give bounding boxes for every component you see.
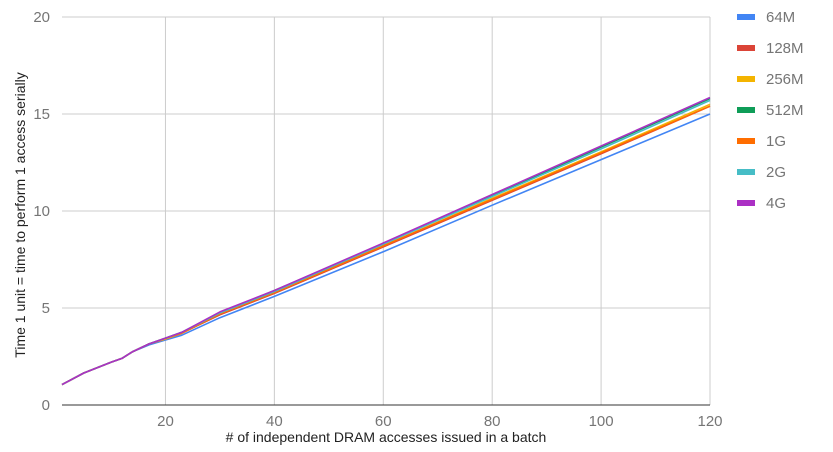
legend-swatch-256M: [737, 76, 755, 82]
legend-swatch-4G: [737, 200, 755, 206]
legend-label: 512M: [766, 102, 804, 119]
legend-label: 1G: [766, 133, 786, 150]
y-tick-label: 0: [42, 397, 50, 414]
y-tick-label: 5: [42, 300, 50, 317]
x-tick-label: 80: [484, 413, 501, 430]
legend-swatch-512M: [737, 107, 755, 113]
x-tick-label: 20: [157, 413, 174, 430]
legend-swatch-2G: [737, 169, 755, 175]
series-line-4G: [61, 96, 711, 386]
y-axis-title: Time 1 unit = time to perform 1 access s…: [12, 72, 28, 357]
x-tick-label: 120: [697, 413, 722, 430]
y-tick-label: 15: [33, 106, 50, 123]
series-line-1G: [61, 105, 711, 386]
legend-swatch-1G: [737, 138, 755, 144]
y-tick-labels: 0 5 10 15 20: [33, 9, 50, 414]
legend-swatch-64M: [737, 14, 755, 20]
legend-label: 128M: [766, 40, 804, 57]
x-tick-label: 100: [589, 413, 614, 430]
y-tick-label: 10: [33, 203, 50, 220]
legend-label: 256M: [766, 71, 804, 88]
legend: 64M 128M 256M 512M 1G 2G 4G: [737, 9, 804, 212]
legend-label: 64M: [766, 9, 795, 26]
x-tick-label: 40: [266, 413, 283, 430]
legend-swatch-128M: [737, 45, 755, 51]
gridlines: [62, 16, 711, 405]
y-tick-label: 20: [33, 9, 50, 26]
x-tick-labels: 20 40 60 80 100 120: [157, 413, 722, 430]
x-tick-label: 60: [375, 413, 392, 430]
legend-label: 4G: [766, 195, 786, 212]
x-axis-title: # of independent DRAM accesses issued in…: [226, 429, 547, 445]
series-line-64M: [61, 113, 711, 386]
series-lines: [61, 96, 711, 386]
legend-label: 2G: [766, 164, 786, 181]
